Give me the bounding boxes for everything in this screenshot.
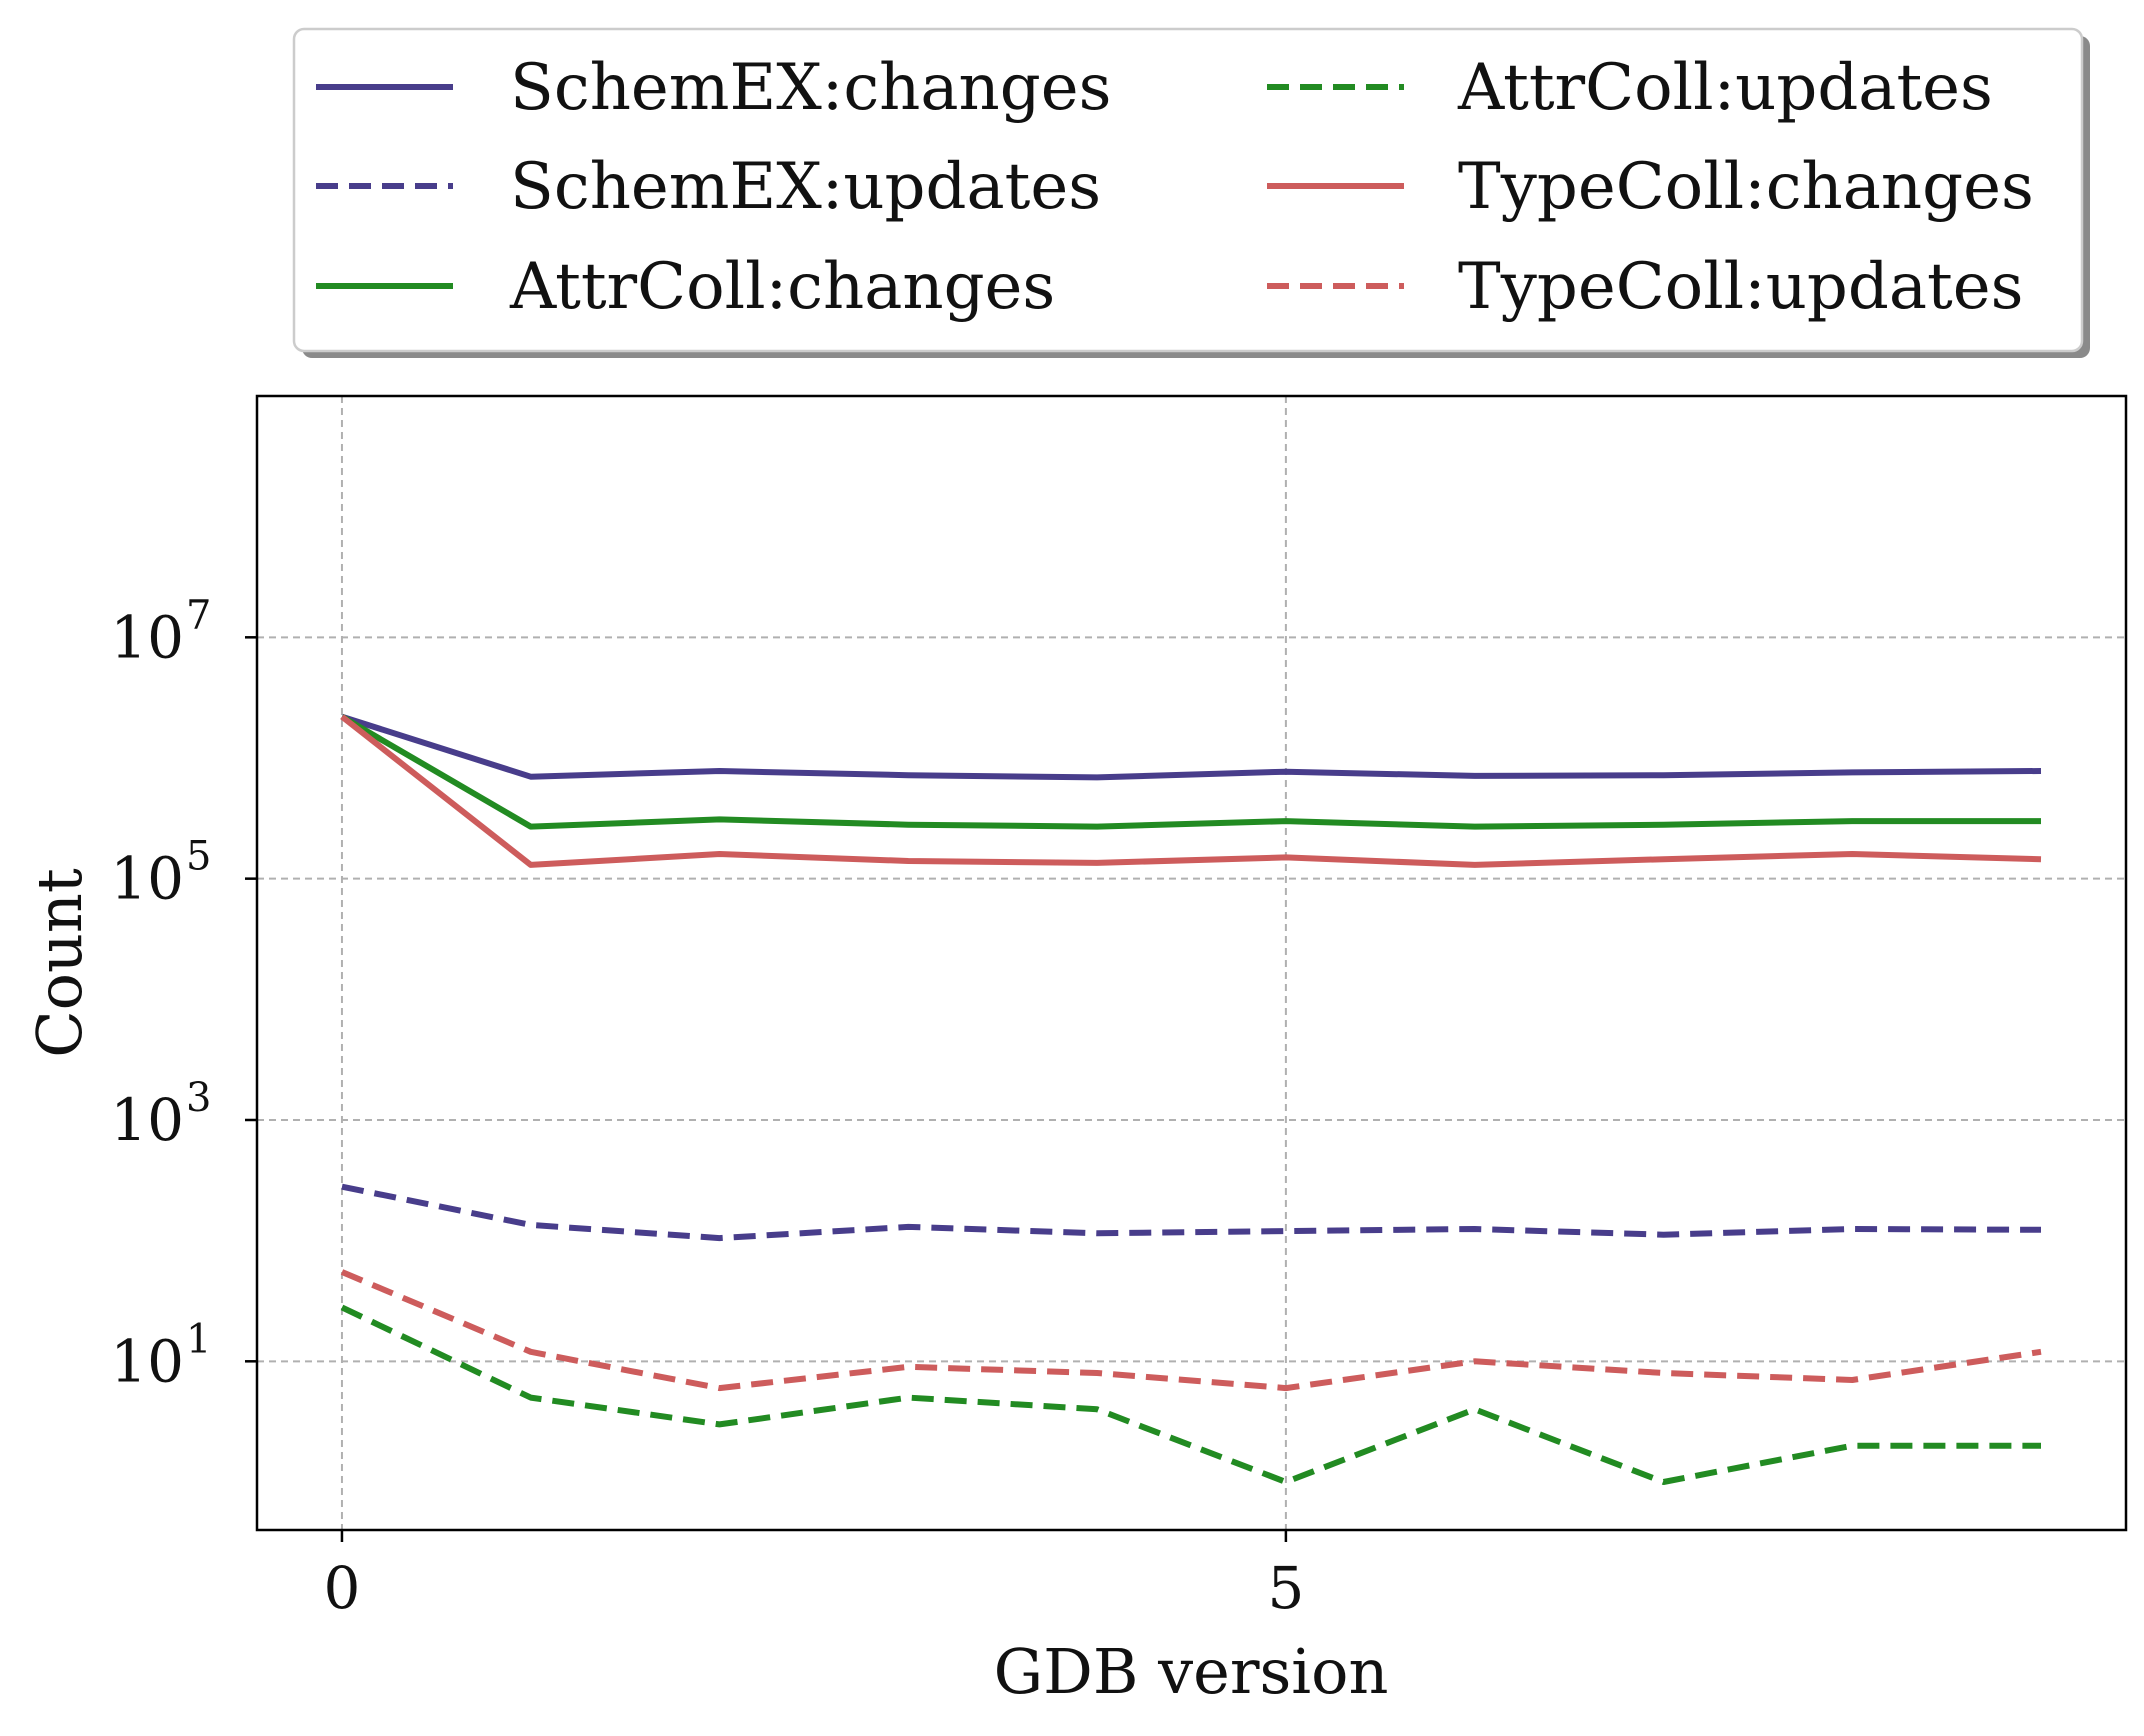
legend-item: SchemEX:updates <box>316 150 1101 224</box>
legend-label: SchemEX:changes <box>510 51 1111 125</box>
legend-entries: SchemEX:changes SchemEX:updates AttrColl:c… <box>316 51 2034 324</box>
legend-label: AttrColl:updates <box>1457 51 1993 125</box>
legend-item: TypeColl:updates <box>1267 250 2023 324</box>
legend-item: AttrColl:updates <box>1267 51 1993 125</box>
y-tick-label: 10 1 <box>110 1316 211 1395</box>
legend-item: TypeColl:changes <box>1267 150 2034 224</box>
y-tick-exponent: 7 <box>186 592 211 638</box>
series-layer <box>340 713 2042 1485</box>
gridlines <box>257 396 2126 1530</box>
legend: SchemEX:changes SchemEX:updates AttrColl:c… <box>292 27 2090 358</box>
y-tick-base: 10 <box>110 1086 184 1154</box>
legend-label: AttrColl:changes <box>509 250 1055 324</box>
x-axis-title: GDB version <box>994 1635 1389 1708</box>
series-line-attrcoll-changes <box>340 714 2041 830</box>
y-tick-exponent: 3 <box>186 1075 211 1121</box>
series-line-schemex-changes <box>341 713 2042 781</box>
y-tick-exponent: 1 <box>186 1316 211 1362</box>
y-tick-base: 10 <box>110 845 184 913</box>
plot-frame <box>255 394 2128 1532</box>
y-tick-label: 10 3 <box>110 1075 211 1154</box>
series-line-typecoll-changes <box>340 714 2042 868</box>
legend-item: AttrColl:changes <box>316 250 1055 324</box>
y-tick-base: 10 <box>110 1327 184 1395</box>
x-tick-label: 5 <box>1267 1554 1304 1622</box>
series-line-schemex-updates <box>341 1183 2042 1242</box>
legend-label: SchemEX:updates <box>510 150 1101 224</box>
x-tick-label: 0 <box>324 1554 361 1622</box>
y-tick-label: 10 5 <box>110 834 211 913</box>
series-line-typecoll-updates <box>340 1269 2042 1392</box>
y-axis-title: Count <box>23 868 96 1058</box>
legend-item: SchemEX:changes <box>316 51 1111 125</box>
legend-label: TypeColl:changes <box>1458 150 2034 224</box>
y-tick-exponent: 5 <box>186 834 211 880</box>
legend-box <box>292 27 2084 353</box>
legend-label: TypeColl:updates <box>1458 250 2023 324</box>
y-tick-label: 10 7 <box>110 592 211 671</box>
series-line-attrcoll-updates <box>340 1304 2041 1485</box>
y-tick-base: 10 <box>110 603 184 671</box>
